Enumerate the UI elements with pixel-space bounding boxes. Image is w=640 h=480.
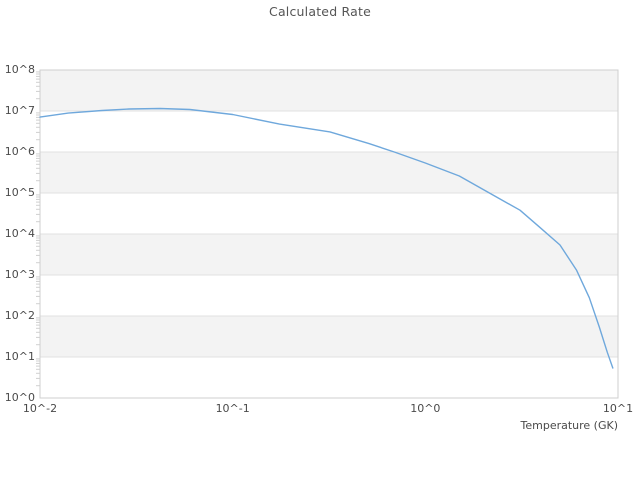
rate-curve [39, 107, 614, 369]
grid-band [40, 316, 618, 357]
y-tick-label: 10^4 [4, 227, 35, 240]
x-tick-label: 10^-2 [22, 402, 58, 415]
chart-title: Calculated Rate [269, 4, 371, 19]
y-tick-label: 10^0 [4, 391, 35, 404]
grid-band [40, 70, 618, 111]
grid-band [40, 152, 618, 193]
x-tick-label: 10^0 [410, 402, 441, 415]
y-tick-label: 10^3 [4, 268, 35, 281]
y-tick-label: 10^8 [4, 63, 35, 76]
x-tick-label: 10^-1 [215, 402, 250, 415]
y-tick-label: 10^2 [4, 309, 35, 322]
grid-band [40, 234, 618, 275]
x-axis-title: Temperature (GK) [520, 419, 619, 432]
y-tick-label: 10^5 [4, 186, 35, 199]
y-tick-label: 10^1 [4, 350, 35, 363]
y-tick-label: 10^7 [4, 104, 35, 117]
y-tick-label: 10^6 [4, 145, 35, 158]
x-tick-label: 10^1 [602, 402, 634, 415]
plot-frame [39, 69, 619, 399]
